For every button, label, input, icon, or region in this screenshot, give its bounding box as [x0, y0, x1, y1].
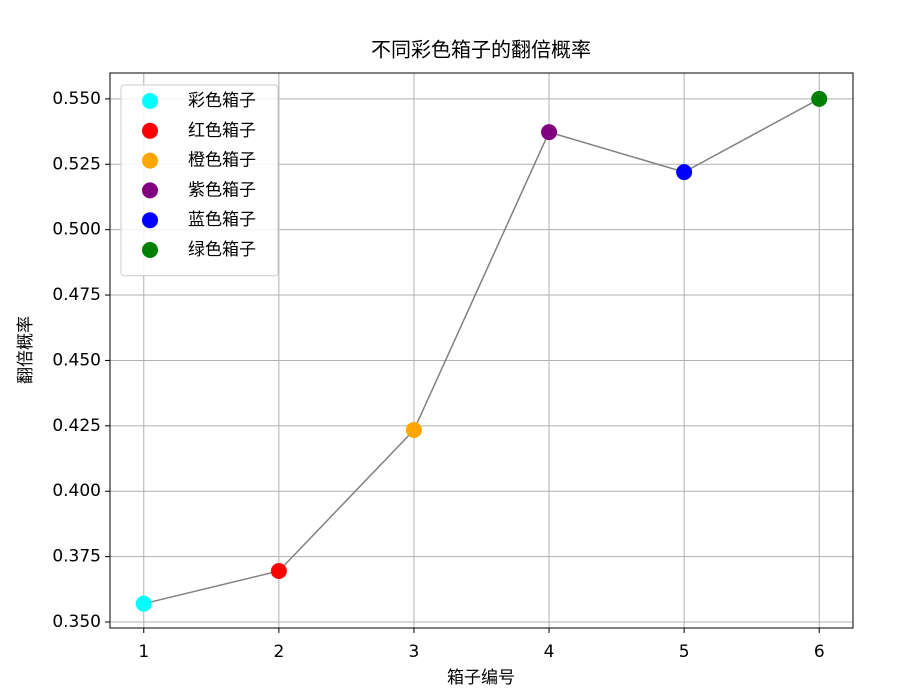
point — [676, 164, 693, 181]
legend-marker — [142, 122, 158, 139]
y-tick-label: 0.525 — [52, 154, 101, 174]
x-tick-label: 1 — [138, 642, 149, 662]
point — [270, 562, 287, 579]
line — [143, 98, 820, 605]
legend-label: 红色箱子 — [188, 121, 256, 141]
y-tick-label: 0.550 — [52, 89, 101, 109]
x-tick-label: 3 — [409, 642, 420, 662]
x-tick-label: 2 — [273, 642, 284, 662]
x-axis-label: 箱子编号 — [447, 668, 515, 688]
chart-title: 不同彩色箱子的翻倍概率 — [371, 38, 591, 62]
legend-marker — [142, 182, 158, 199]
x-tick-label: 6 — [814, 642, 825, 662]
legend-label: 蓝色箱子 — [188, 210, 256, 230]
legend-label: 紫色箱子 — [188, 180, 256, 200]
legend-marker — [142, 242, 158, 258]
y-axis-label: 翻倍概率 — [16, 316, 36, 384]
x-tick-label: 4 — [544, 642, 555, 662]
plot-frame — [109, 72, 854, 629]
legend-label: 绿色箱子 — [188, 240, 256, 260]
legend-marker — [142, 212, 158, 229]
legend-label: 橙色箱子 — [188, 151, 256, 171]
point — [405, 422, 422, 439]
legend-box — [120, 84, 279, 277]
y-tick-label: 0.400 — [52, 481, 101, 501]
legend-marker — [142, 152, 158, 169]
x-tick-label: 5 — [679, 642, 690, 662]
point — [135, 595, 152, 612]
y-tick-label: 0.425 — [52, 416, 101, 436]
point — [811, 90, 828, 107]
y-tick-label: 0.450 — [52, 350, 101, 370]
y-tick-label: 0.500 — [52, 220, 101, 240]
point — [541, 124, 558, 141]
y-tick-label: 0.375 — [52, 547, 101, 567]
legend-marker — [142, 93, 158, 109]
y-tick-label: 0.475 — [52, 285, 101, 305]
y-tick-label: 0.350 — [52, 612, 101, 632]
legend-label: 彩色箱子 — [188, 91, 256, 111]
